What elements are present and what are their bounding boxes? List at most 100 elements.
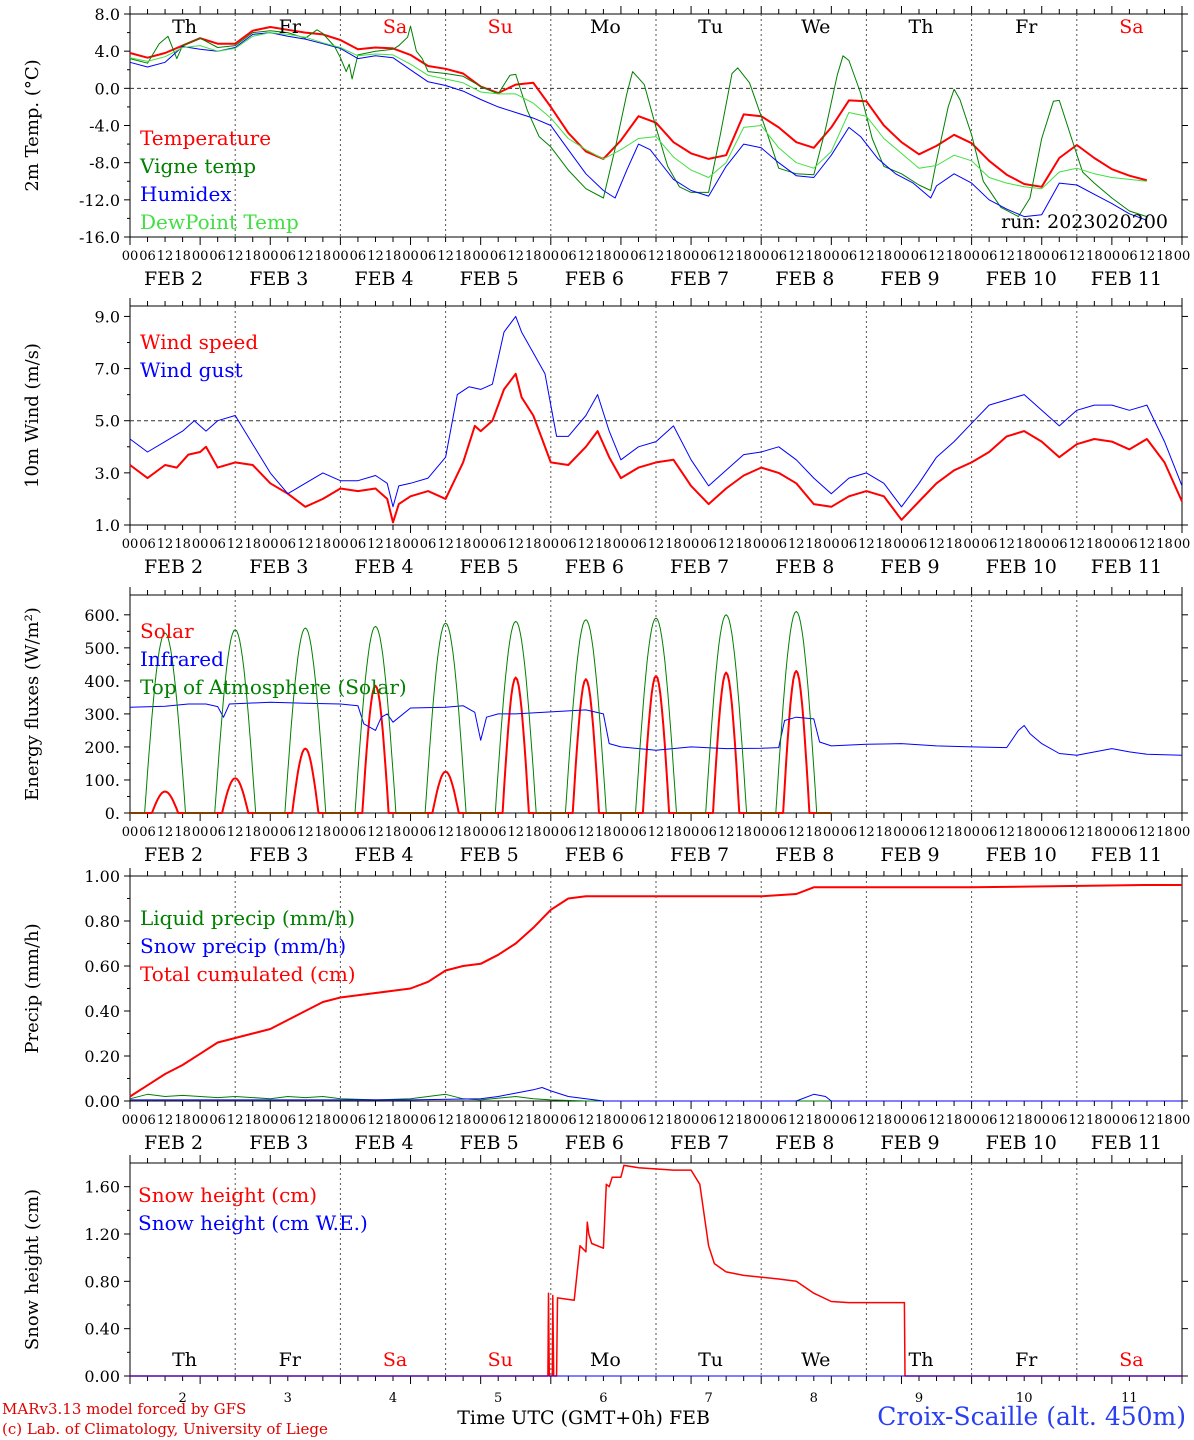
energy-x-tick-label: 00 <box>1174 825 1191 840</box>
precip-x-tick-label: 00 <box>472 1113 489 1128</box>
temp-x-tick-label: 12 <box>858 249 875 264</box>
day-number-label: 4 <box>389 1391 397 1406</box>
temp-x-tick-label: 00 <box>1033 249 1050 264</box>
precip-day-label: FEB 8 <box>775 1132 834 1154</box>
wind-x-tick-label: 12 <box>507 537 524 552</box>
energy-x-tick-label: 12 <box>297 825 314 840</box>
precip-x-tick-label: 00 <box>1033 1113 1050 1128</box>
temp-day-label: FEB 4 <box>354 268 413 290</box>
weekday-label-top: Mo <box>590 16 621 38</box>
precip-x-tick-label: 00 <box>823 1113 840 1128</box>
energy-day-label: FEB 7 <box>670 844 729 866</box>
precip-x-tick-label: 06 <box>350 1113 367 1128</box>
precip-legend-entry: Total cumulated (cm) <box>140 962 356 986</box>
energy-day-label: FEB 5 <box>460 844 519 866</box>
wind-x-tick-label: 18 <box>455 537 472 552</box>
energy-x-tick-label: 18 <box>1156 825 1173 840</box>
temp-y-tick-label: -12.0 <box>79 191 120 210</box>
energy-x-tick-label: 12 <box>437 825 454 840</box>
weekday-label-bottom: Mo <box>590 1349 621 1371</box>
energy-x-tick-label: 06 <box>560 825 577 840</box>
temp-legend-entry: Temperature <box>140 126 271 150</box>
energy-series-top-of-atmosphere-solar <box>130 611 832 814</box>
temp-x-tick-label: 06 <box>700 249 717 264</box>
temp-y-tick-label: 8.0 <box>95 5 120 24</box>
precip-x-tick-label: 18 <box>1016 1113 1033 1128</box>
temp-x-tick-label: 00 <box>402 249 419 264</box>
precip-x-tick-label: 06 <box>841 1113 858 1128</box>
precip-x-tick-label: 12 <box>297 1113 314 1128</box>
temp-day-label: FEB 5 <box>460 268 519 290</box>
weekday-label-top: Fr <box>279 16 302 38</box>
day-number-label: 8 <box>810 1391 818 1406</box>
energy-x-tick-label: 18 <box>806 825 823 840</box>
temp-x-tick-label: 00 <box>332 249 349 264</box>
temp-x-tick-label: 12 <box>718 249 735 264</box>
temp-y-tick-label: 0.0 <box>95 79 120 98</box>
precip-x-tick-label: 06 <box>1121 1113 1138 1128</box>
precip-x-tick-label: 12 <box>367 1113 384 1128</box>
temp-x-tick-label: 18 <box>876 249 893 264</box>
temp-x-tick-label: 06 <box>981 249 998 264</box>
wind-x-tick-label: 18 <box>735 537 752 552</box>
weekday-label-bottom: Th <box>909 1349 934 1371</box>
day-number-label: 10 <box>1016 1391 1033 1406</box>
precip-day-label: FEB 6 <box>565 1132 624 1154</box>
wind-x-tick-label: 06 <box>981 537 998 552</box>
energy-x-tick-label: 18 <box>1016 825 1033 840</box>
energy-x-tick-label: 06 <box>1121 825 1138 840</box>
energy-x-tick-label: 12 <box>1139 825 1156 840</box>
energy-x-tick-label: 06 <box>700 825 717 840</box>
wind-x-tick-label: 00 <box>683 537 700 552</box>
precip-x-tick-label: 12 <box>578 1113 595 1128</box>
wind-x-tick-label: 06 <box>139 537 156 552</box>
wind-x-tick-label: 18 <box>595 537 612 552</box>
temp-x-tick-label: 00 <box>122 249 139 264</box>
wind-x-tick-label: 12 <box>157 537 174 552</box>
temp-x-tick-label: 06 <box>911 249 928 264</box>
temp-x-tick-label: 06 <box>630 249 647 264</box>
energy-x-tick-label: 12 <box>227 825 244 840</box>
wind-x-tick-label: 00 <box>332 537 349 552</box>
weekday-label-top: Fr <box>1015 16 1038 38</box>
wind-legend-entry: Wind gust <box>140 358 243 382</box>
wind-x-tick-label: 06 <box>770 537 787 552</box>
temp-y-tick-label: -16.0 <box>79 228 120 247</box>
weekday-label-bottom: Fr <box>1015 1349 1038 1371</box>
wind-day-label: FEB 7 <box>670 556 729 578</box>
energy-x-tick-label: 00 <box>192 825 209 840</box>
snow-y-tick-label: 0.80 <box>84 1272 120 1291</box>
precip-x-tick-label: 06 <box>139 1113 156 1128</box>
wind-y-tick-label: 3.0 <box>95 464 120 483</box>
energy-x-tick-label: 06 <box>350 825 367 840</box>
temp-y-axis-label: 2m Temp. (°C) <box>22 59 43 191</box>
precip-y-tick-label: 0.00 <box>84 1092 120 1111</box>
temp-x-tick-label: 18 <box>174 249 191 264</box>
precip-x-tick-label: 12 <box>998 1113 1015 1128</box>
energy-x-tick-label: 06 <box>490 825 507 840</box>
energy-day-label: FEB 6 <box>565 844 624 866</box>
temp-series-temperature <box>129 26 1148 188</box>
wind-y-tick-label: 7.0 <box>95 360 120 379</box>
weekday-label-bottom: Fr <box>279 1349 302 1371</box>
energy-x-tick-label: 12 <box>928 825 945 840</box>
snow-y-axis-label: Snow height (cm) <box>22 1189 43 1350</box>
energy-day-label: FEB 9 <box>880 844 939 866</box>
wind-x-tick-label: 18 <box>1156 537 1173 552</box>
wind-series-wind-gust <box>129 315 1183 508</box>
energy-x-tick-label: 00 <box>963 825 980 840</box>
energy-x-tick-label: 00 <box>122 825 139 840</box>
precip-x-tick-label: 00 <box>402 1113 419 1128</box>
energy-day-label: FEB 8 <box>775 844 834 866</box>
energy-x-tick-label: 18 <box>315 825 332 840</box>
energy-x-tick-label: 00 <box>1033 825 1050 840</box>
energy-day-label: FEB 11 <box>1091 844 1162 866</box>
wind-x-tick-label: 00 <box>192 537 209 552</box>
temp-x-tick-label: 12 <box>227 249 244 264</box>
day-number-label: 2 <box>178 1391 186 1406</box>
day-number-label: 3 <box>284 1391 292 1406</box>
precip-y-tick-label: 0.60 <box>84 957 120 976</box>
wind-x-tick-label: 06 <box>490 537 507 552</box>
energy-x-tick-label: 00 <box>753 825 770 840</box>
energy-x-tick-label: 18 <box>1086 825 1103 840</box>
